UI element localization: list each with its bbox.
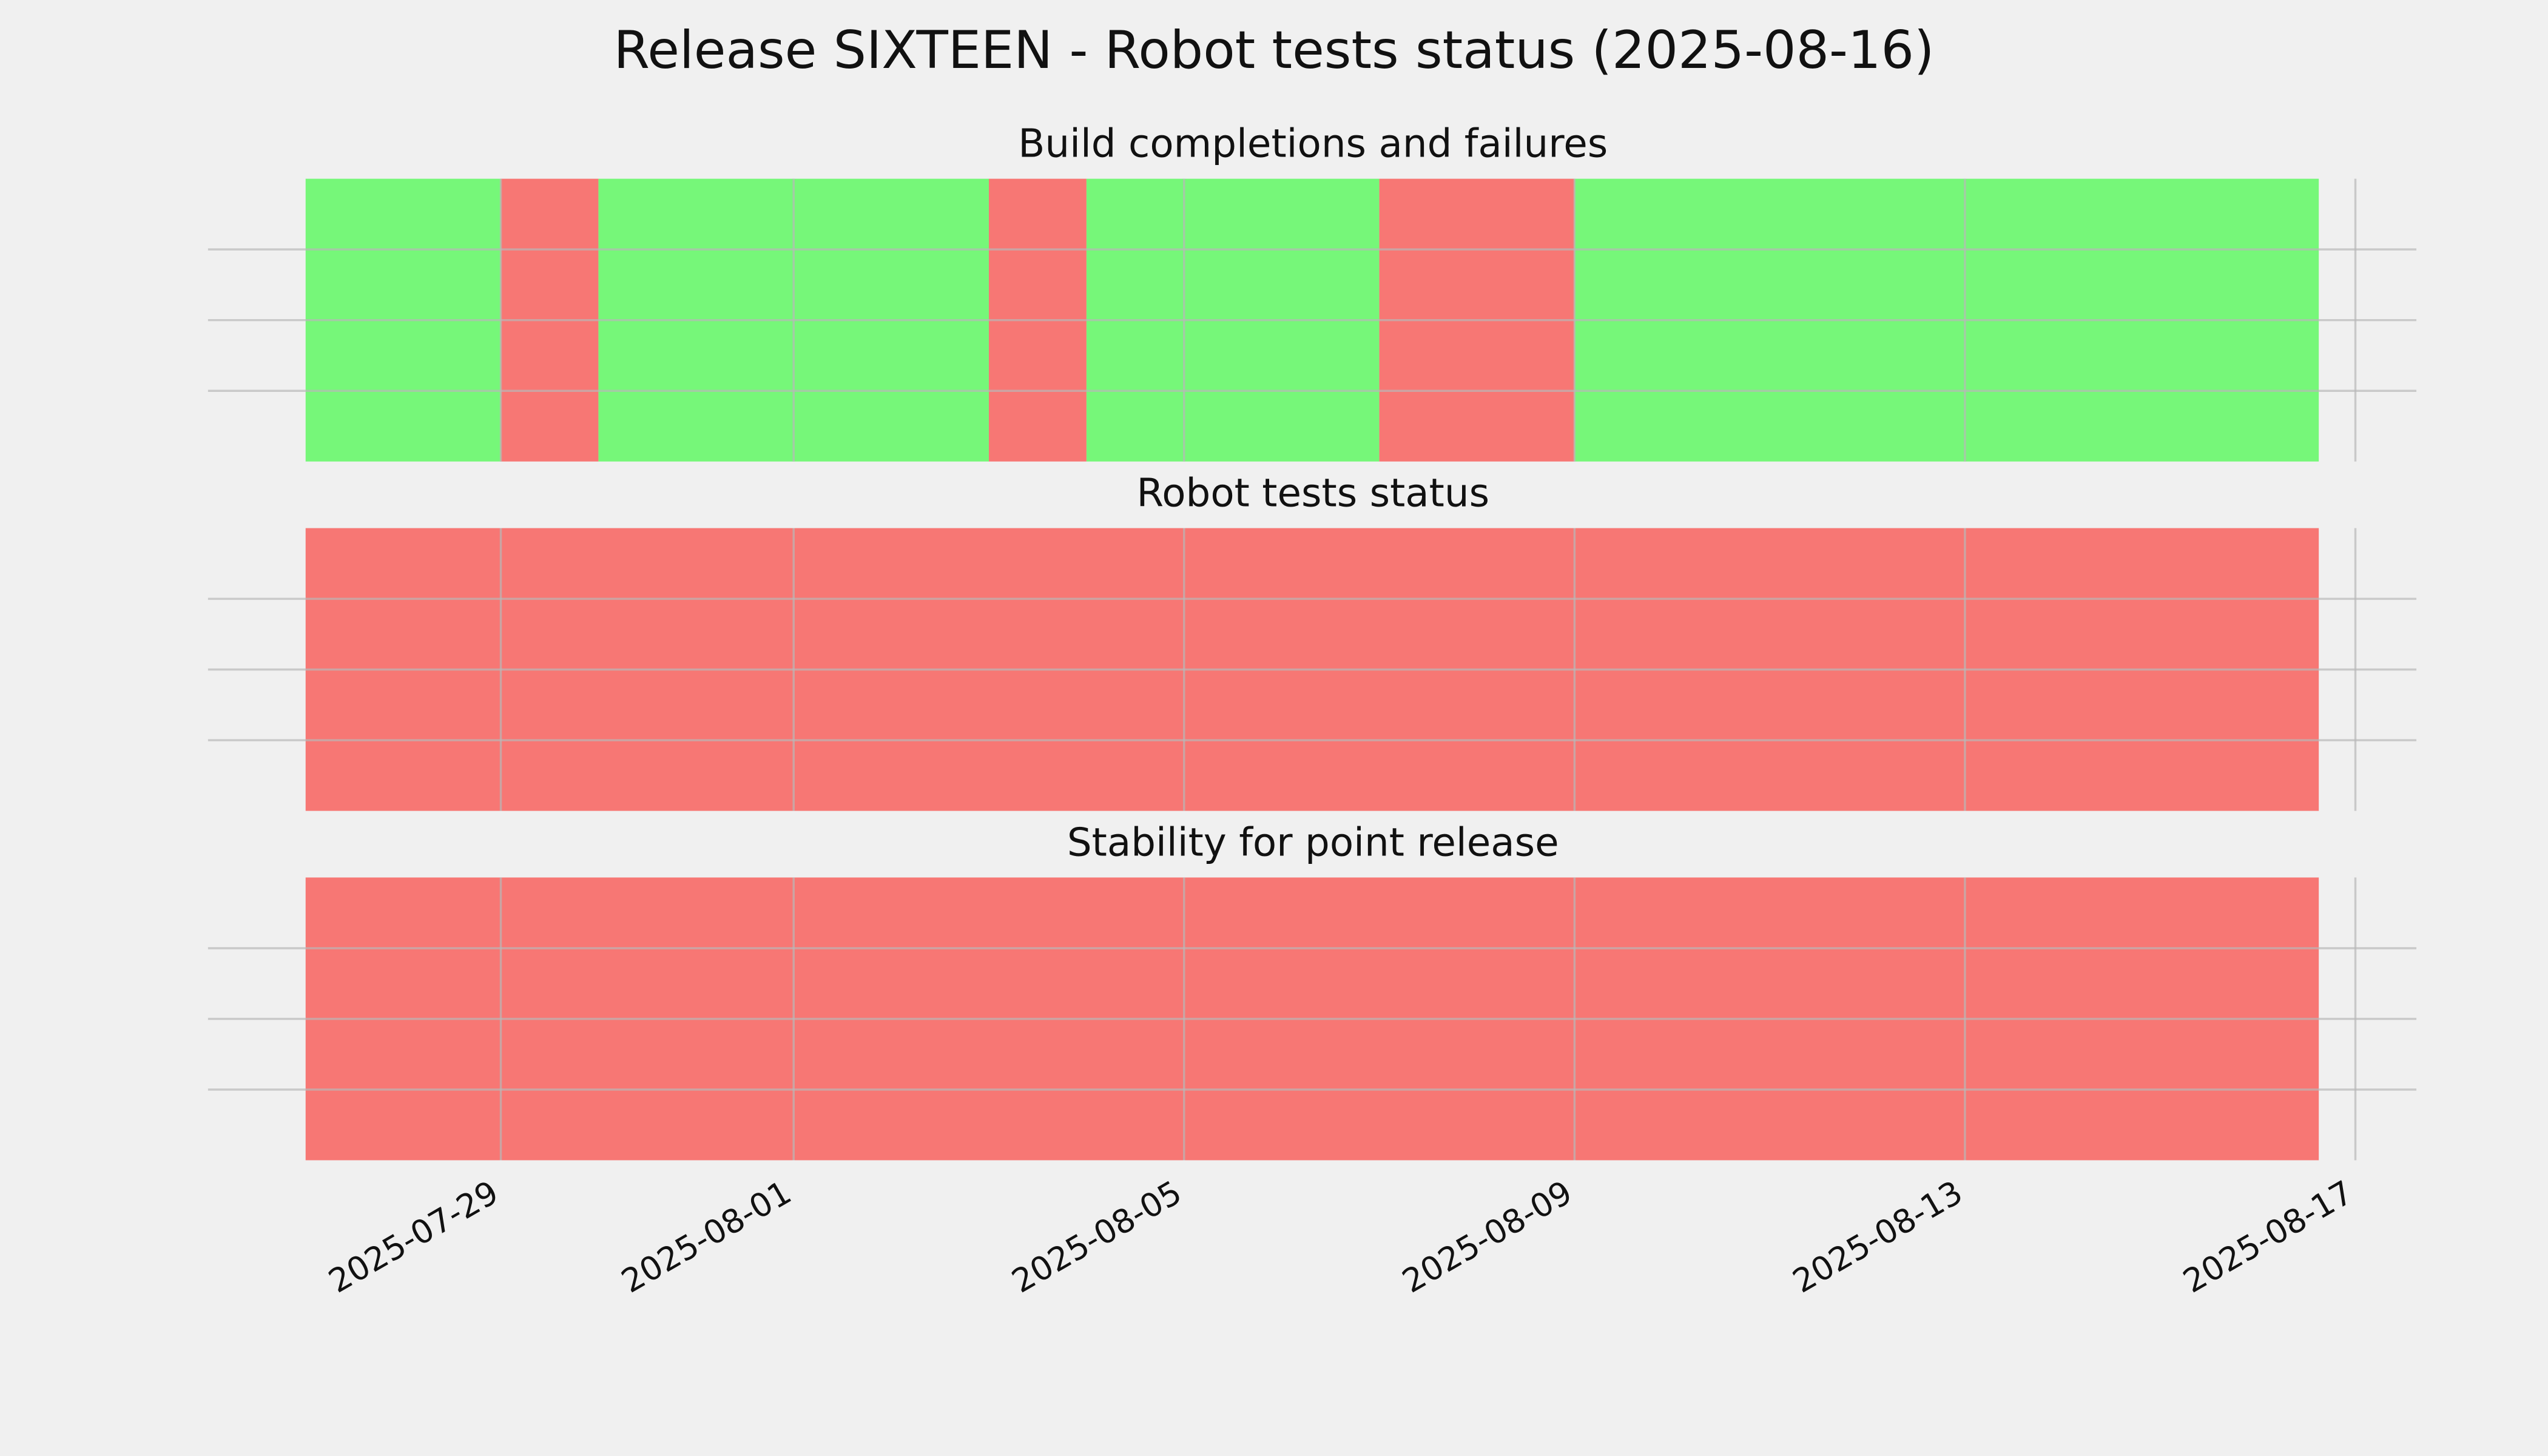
panel-title: Robot tests status — [1136, 471, 1489, 516]
panel-title: Stability for point release — [1067, 820, 1559, 865]
panel-title: Build completions and failures — [1018, 121, 1608, 167]
chart-title: Release SIXTEEN - Robot tests status (20… — [614, 20, 1935, 81]
